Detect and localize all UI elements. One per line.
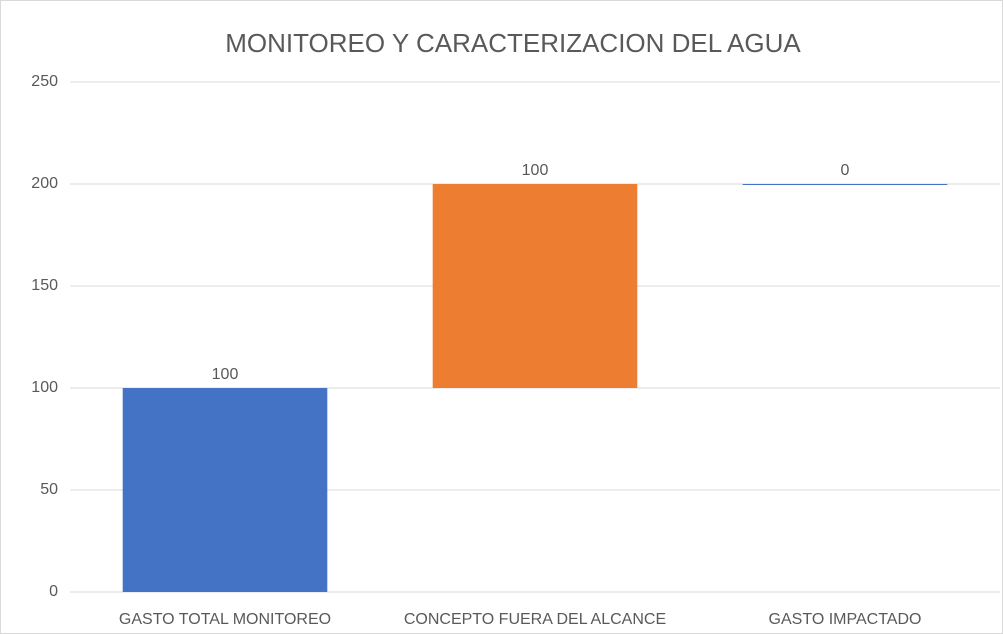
y-tick-label: 200 bbox=[31, 175, 58, 192]
y-tick-label: 250 bbox=[31, 73, 58, 90]
chart-title: MONITOREO Y CARACTERIZACION DEL AGUA bbox=[225, 28, 801, 58]
bar bbox=[432, 184, 638, 388]
y-tick-label: 150 bbox=[31, 277, 58, 294]
bar bbox=[742, 184, 948, 185]
data-label: 100 bbox=[522, 162, 549, 179]
data-label: 100 bbox=[212, 366, 239, 383]
data-label: 0 bbox=[841, 162, 850, 179]
x-tick-label: GASTO IMPACTADO bbox=[769, 611, 922, 628]
y-tick-label: 50 bbox=[40, 481, 58, 498]
x-tick-label: CONCEPTO FUERA DEL ALCANCE bbox=[404, 611, 666, 628]
y-tick-label: 0 bbox=[49, 583, 58, 600]
x-tick-label: GASTO TOTAL MONITOREO bbox=[119, 611, 331, 628]
y-tick-label: 100 bbox=[31, 379, 58, 396]
bar bbox=[122, 388, 328, 592]
